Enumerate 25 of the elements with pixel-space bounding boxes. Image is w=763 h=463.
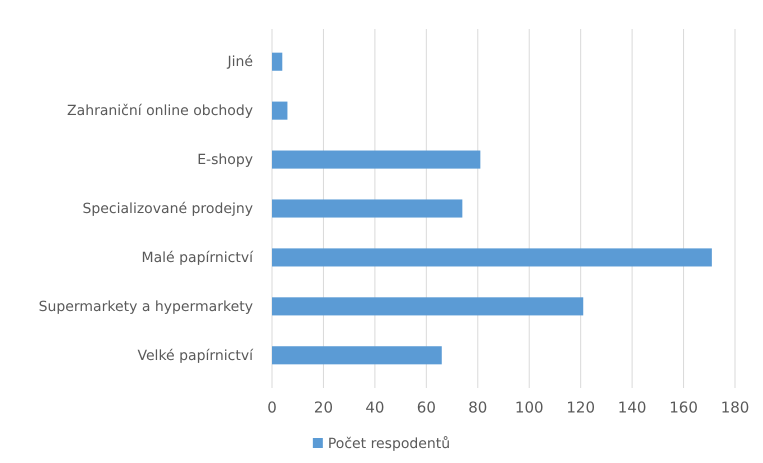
x-tick-label: 140 — [618, 398, 646, 417]
x-tick-label: 120 — [566, 398, 595, 417]
bar — [272, 346, 442, 364]
y-tick-label: E-shopy — [197, 152, 253, 168]
y-tick-label: Velké papírnictví — [137, 348, 254, 364]
y-tick-label: Zahraniční online obchody — [67, 103, 253, 120]
bar — [272, 297, 584, 316]
y-tick-label: Jiné — [226, 54, 253, 70]
legend-label: Počet respodentů — [328, 436, 450, 452]
x-tick-label: 160 — [669, 398, 698, 417]
bar — [272, 199, 462, 218]
x-tick-label: 60 — [416, 398, 436, 417]
y-tick-label: Specializované prodejny — [82, 200, 253, 217]
x-tick-label: 180 — [720, 398, 750, 417]
bar — [272, 150, 480, 169]
x-tick-label: 40 — [365, 398, 384, 417]
x-tick-label: 0 — [267, 398, 277, 417]
x-tick-label: 20 — [314, 398, 333, 417]
x-tick-label: 80 — [468, 398, 488, 417]
bar — [272, 52, 282, 71]
y-tick-label: Supermarkety a hypermarkety — [38, 298, 253, 315]
bar — [272, 248, 712, 266]
y-tick-label: Malé papírnictví — [142, 250, 254, 266]
bar — [272, 102, 288, 120]
x-tick-label: 100 — [514, 398, 544, 417]
